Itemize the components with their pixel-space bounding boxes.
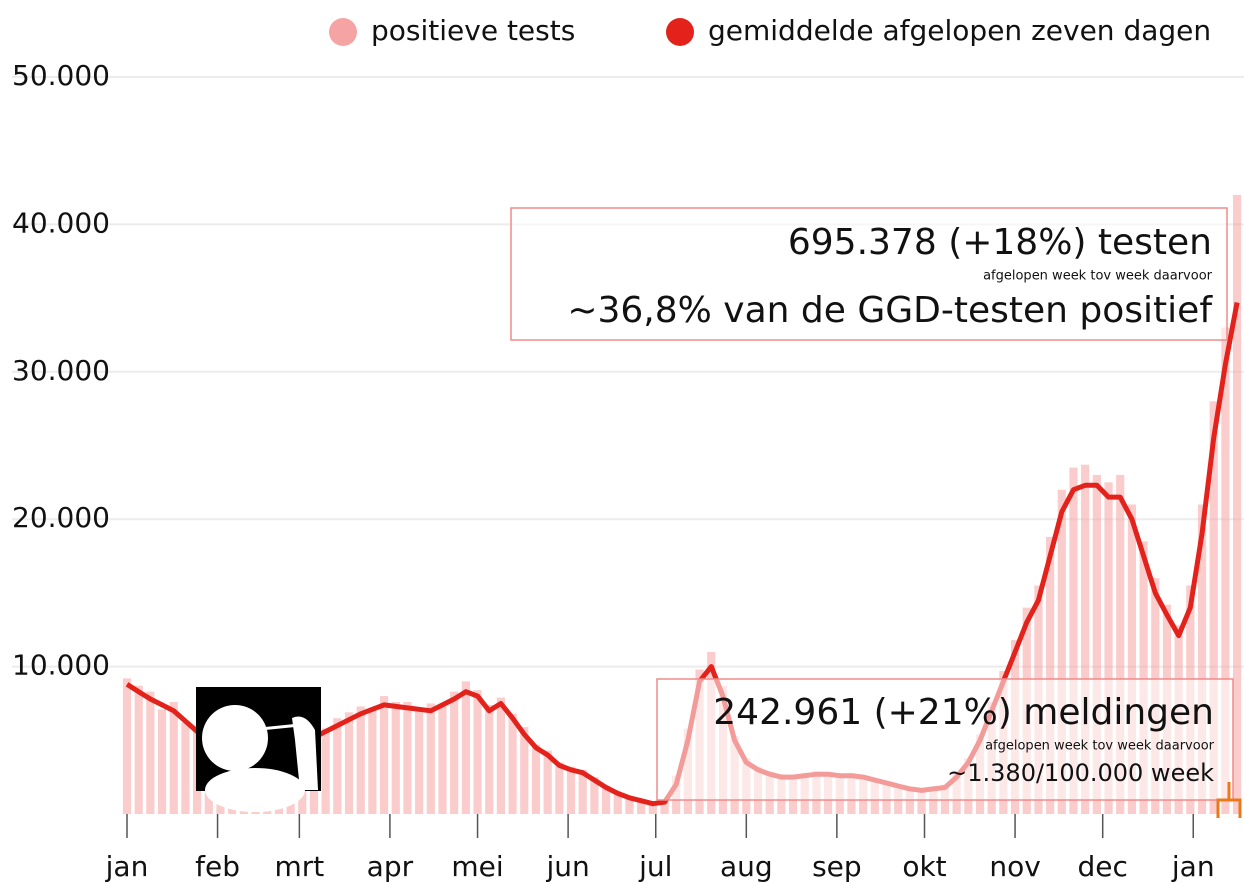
bar	[1209, 401, 1218, 814]
bar	[578, 769, 587, 814]
legend-marker	[666, 18, 694, 46]
bar	[1232, 194, 1242, 815]
bar	[356, 706, 365, 814]
bar	[391, 701, 400, 814]
axes: 10.000 20.000 30.000 40.000 50.000 jan feb mrt a…	[12, 59, 1215, 883]
bar	[438, 706, 447, 814]
annotation-box	[510, 207, 1228, 341]
bar	[566, 766, 576, 814]
bar	[1127, 504, 1137, 814]
bar	[169, 701, 178, 814]
annotation-detail: ~36,8% van de GGD-testen positief	[567, 290, 1213, 331]
x-tick-label: apr	[367, 850, 414, 883]
bar	[1221, 327, 1230, 814]
bar	[379, 696, 389, 814]
bar	[1104, 482, 1113, 814]
x-tick-label: dec	[1077, 850, 1127, 883]
bar	[461, 681, 470, 814]
bar	[1139, 541, 1148, 814]
bar	[543, 750, 552, 814]
x-tick-label: mei	[451, 850, 503, 883]
bar	[917, 788, 926, 814]
y-tick-label: 50.000	[12, 59, 110, 92]
bar	[134, 685, 143, 814]
legend-marker	[329, 18, 357, 46]
bar	[1081, 464, 1090, 814]
annotation-box	[656, 678, 1234, 801]
annotation-title: 695.378 (+18%) testen	[788, 222, 1212, 263]
bar	[520, 727, 529, 814]
bar	[648, 802, 657, 814]
bar	[1092, 474, 1101, 814]
x-tick-label: feb	[195, 850, 240, 883]
bar	[157, 709, 167, 814]
period-bracket	[1216, 782, 1242, 818]
bar	[1069, 467, 1078, 814]
bar	[426, 703, 435, 814]
y-tick-label: 40.000	[12, 206, 110, 239]
bar	[485, 704, 494, 814]
x-tick-label: jun	[545, 850, 589, 883]
bar	[181, 722, 190, 814]
bar	[473, 690, 482, 814]
bar	[333, 718, 342, 814]
annotation-title: 242.961 (+21%) meldingen	[713, 692, 1214, 733]
bar	[344, 712, 354, 814]
legend-label: gemiddelde afgelopen zeven dagen	[708, 14, 1211, 47]
x-tick-label: jan	[105, 850, 149, 883]
bar	[508, 713, 517, 814]
annotation-note: afgelopen week tov week daarvoor	[983, 269, 1213, 284]
legend: positieve tests gemiddelde afgelopen zeve…	[329, 14, 1211, 47]
bar	[496, 697, 506, 814]
bar	[450, 691, 459, 814]
bar	[368, 709, 377, 814]
x-tick-label: jan	[1171, 850, 1215, 883]
x-tick-label: okt	[902, 850, 946, 883]
annotation-note: afgelopen week tov week daarvoor	[985, 739, 1215, 754]
bar	[660, 800, 669, 814]
bar	[613, 791, 622, 814]
bar	[1116, 474, 1125, 814]
x-tick-label: aug	[720, 850, 773, 883]
y-tick-label: 20.000	[12, 501, 110, 534]
bar	[122, 678, 132, 814]
bar	[146, 691, 155, 814]
x-tick-label: nov	[989, 850, 1040, 883]
bar	[555, 762, 564, 814]
bar	[637, 799, 646, 814]
test-icon	[196, 687, 321, 812]
bar	[1197, 504, 1207, 814]
x-tick-label: jul	[638, 850, 672, 883]
y-tick-label: 30.000	[12, 354, 110, 387]
bar	[531, 744, 541, 814]
bar	[321, 728, 330, 814]
bar	[415, 707, 424, 814]
annotation-detail: ~1.380/100.000 week	[947, 759, 1214, 787]
bar	[625, 796, 634, 814]
x-tick-label: sep	[812, 850, 862, 883]
bar	[1046, 536, 1055, 814]
bar	[601, 785, 611, 814]
bar	[403, 701, 412, 814]
x-tick-label: mrt	[274, 850, 324, 883]
bar	[1057, 489, 1066, 814]
bar	[590, 777, 599, 814]
y-tick-label: 10.000	[12, 649, 110, 682]
legend-label: positieve tests	[371, 14, 575, 47]
